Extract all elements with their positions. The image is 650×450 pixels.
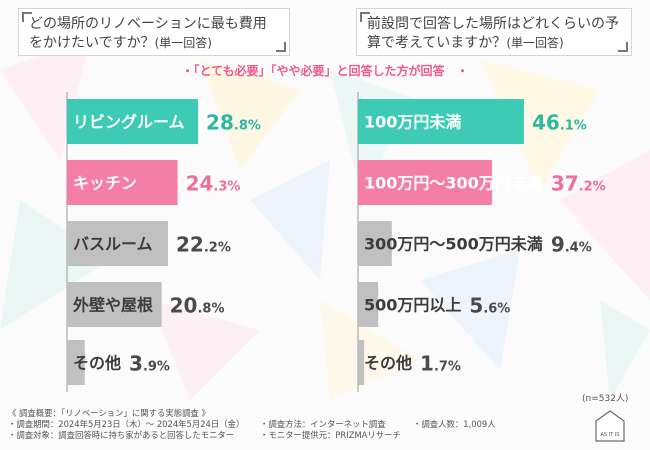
category-label-budget-4: その他 xyxy=(364,354,412,373)
category-label-location-4: その他 xyxy=(73,354,121,373)
survey-target: ・調査対象：調査回答時に持ち家があると回答したモニター xyxy=(8,430,235,440)
value-label-budget-2: 9.4% xyxy=(551,233,592,257)
category-label-budget-1: 100万円〜300万円未満 xyxy=(364,174,543,193)
question-budget-text: 前設問で回答した場所はどれくらいの予算で考えていますか？ xyxy=(367,16,619,51)
bar-location-0 xyxy=(67,99,199,144)
bar-budget-2 xyxy=(358,221,392,266)
value-label-location-0: 28.8% xyxy=(206,111,261,135)
category-label-location-2: バスルーム xyxy=(73,235,153,254)
bar-location-2 xyxy=(67,221,169,266)
value-label-budget-0: 46.1% xyxy=(532,111,587,135)
respondent-note: ・「とても必要」「やや必要」と回答した方が回答 ・ xyxy=(181,64,469,78)
category-label-budget-0: 100万円未満 xyxy=(364,113,461,132)
bar-budget-3 xyxy=(358,282,379,327)
value-label-location-3: 20.8% xyxy=(170,294,225,318)
question-box-location: どの場所のリノベーションに最も費用をかけたいですか？(単一回答) xyxy=(18,8,290,56)
category-label-location-0: リビングルーム xyxy=(73,113,185,132)
question-location-subtext: (単一回答) xyxy=(154,36,212,50)
bar-budget-0 xyxy=(358,99,524,144)
value-label-location-1: 24.3% xyxy=(186,172,241,196)
value-label-budget-3: 5.6% xyxy=(469,294,510,318)
value-label-budget-1: 37.2% xyxy=(551,172,606,196)
survey-footer: 《 調査概要：「リノベーション」に関する実態調査 》 ・調査期間：2024年5月… xyxy=(8,408,568,441)
bar-budget-4 xyxy=(358,340,365,385)
question-location-text: どの場所のリノベーションに最も費用をかけたいですか？ xyxy=(29,16,267,51)
value-label-location-4: 3.9% xyxy=(129,352,170,376)
survey-count: ・調査人数：1,009人 xyxy=(413,419,496,429)
bar-location-1 xyxy=(67,160,178,205)
category-label-budget-2: 300万円〜500万円未満 xyxy=(364,235,543,254)
survey-overview: 《 調査概要：「リノベーション」に関する実態調査 》 xyxy=(8,408,210,418)
survey-method: ・調査方法：インターネット調査 xyxy=(260,419,386,429)
category-label-location-1: キッチン xyxy=(73,174,137,193)
logo-text: AS IT IS xyxy=(601,432,620,438)
question-budget-subtext: (単一回答) xyxy=(506,36,564,50)
bar-location-3 xyxy=(67,282,162,327)
survey-provider: ・モニター提供元：PRIZMAリサーチ xyxy=(260,430,401,440)
bar-location-4 xyxy=(67,340,85,385)
value-label-budget-4: 1.7% xyxy=(420,352,461,376)
sample-size: (n=532人) xyxy=(582,394,629,404)
question-box-budget: 前設問で回答した場所はどれくらいの予算で考えていますか？(単一回答) xyxy=(356,8,632,56)
value-label-location-2: 22.2% xyxy=(176,233,231,257)
bar-budget-1 xyxy=(358,160,492,205)
survey-period: ・調査期間：2024年5月23日（木）〜 2024年5月24日（金） xyxy=(8,419,245,429)
category-label-budget-3: 500万円以上 xyxy=(364,296,461,315)
category-label-location-3: 外壁や屋根 xyxy=(72,296,153,315)
brand-logo: AS IT IS xyxy=(595,410,625,442)
